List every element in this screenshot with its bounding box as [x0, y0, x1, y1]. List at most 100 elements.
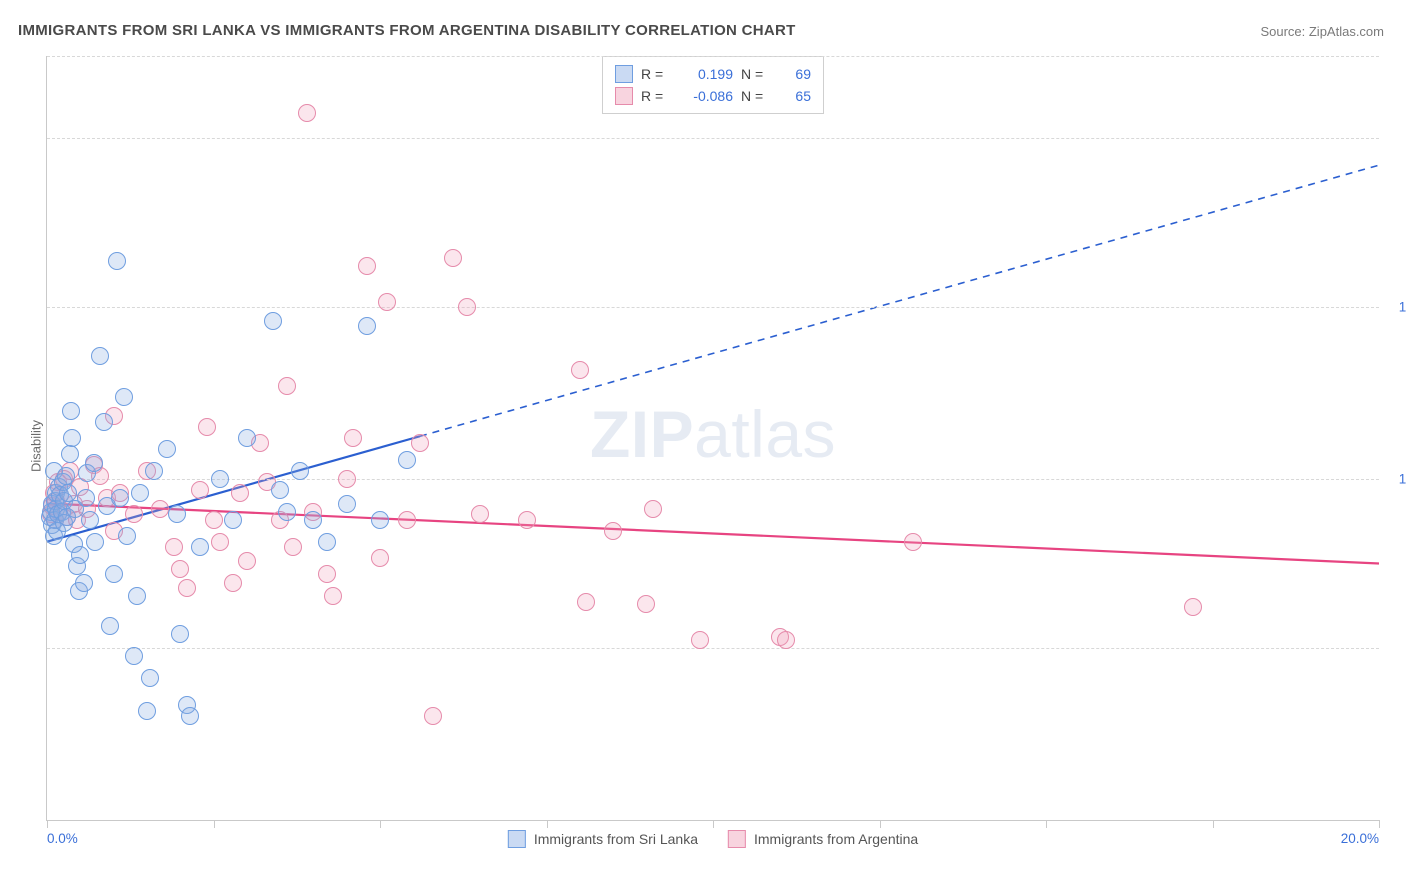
- stats-row: R = -0.086 N = 65: [615, 85, 811, 107]
- data-point: [138, 702, 156, 720]
- swatch-icon: [615, 87, 633, 105]
- data-point: [398, 451, 416, 469]
- chart-title: IMMIGRANTS FROM SRI LANKA VS IMMIGRANTS …: [18, 22, 796, 39]
- gridline: [47, 138, 1379, 139]
- data-point: [471, 505, 489, 523]
- data-point: [111, 489, 129, 507]
- data-point: [81, 511, 99, 529]
- data-point: [571, 361, 589, 379]
- data-point: [205, 511, 223, 529]
- data-point: [358, 317, 376, 335]
- data-point: [637, 595, 655, 613]
- data-point: [224, 511, 242, 529]
- gridline: [47, 648, 1379, 649]
- gridline: [47, 56, 1379, 57]
- data-point: [304, 511, 322, 529]
- data-point: [71, 546, 89, 564]
- data-point: [211, 470, 229, 488]
- stat-r-value: -0.086: [677, 88, 733, 104]
- data-point: [358, 257, 376, 275]
- x-tick: [1046, 820, 1047, 828]
- x-tick: [713, 820, 714, 828]
- data-point: [904, 533, 922, 551]
- data-point: [238, 552, 256, 570]
- legend-item: Immigrants from Argentina: [728, 830, 918, 848]
- data-point: [171, 560, 189, 578]
- stat-label: R =: [641, 66, 669, 82]
- data-point: [151, 500, 169, 518]
- data-point: [59, 484, 77, 502]
- data-point: [178, 579, 196, 597]
- data-point: [198, 418, 216, 436]
- data-point: [224, 574, 242, 592]
- data-point: [458, 298, 476, 316]
- data-point: [191, 481, 209, 499]
- data-point: [298, 104, 316, 122]
- swatch-icon: [508, 830, 526, 848]
- gridline: [47, 307, 1379, 308]
- legend-item: Immigrants from Sri Lanka: [508, 830, 698, 848]
- data-point: [85, 454, 103, 472]
- data-point: [238, 429, 256, 447]
- legend-label: Immigrants from Argentina: [754, 831, 918, 847]
- stat-n-value: 65: [777, 88, 811, 104]
- stat-r-value: 0.199: [677, 66, 733, 82]
- data-point: [128, 587, 146, 605]
- data-point: [61, 445, 79, 463]
- data-point: [318, 533, 336, 551]
- data-point: [271, 481, 289, 499]
- data-point: [1184, 598, 1202, 616]
- stat-label: N =: [741, 88, 769, 104]
- y-tick-label: 6.3%: [1385, 641, 1406, 656]
- stat-label: R =: [641, 88, 669, 104]
- data-point: [291, 462, 309, 480]
- data-point: [91, 347, 109, 365]
- x-tick-label: 20.0%: [1341, 831, 1379, 846]
- data-point: [77, 489, 95, 507]
- data-point: [518, 511, 536, 529]
- data-point: [181, 707, 199, 725]
- data-point: [145, 462, 163, 480]
- data-point: [318, 565, 336, 583]
- data-point: [86, 533, 104, 551]
- data-point: [644, 500, 662, 518]
- data-point: [371, 511, 389, 529]
- y-axis-label: Disability: [29, 420, 44, 472]
- data-point: [344, 429, 362, 447]
- data-point: [398, 511, 416, 529]
- data-point: [278, 503, 296, 521]
- data-point: [168, 505, 186, 523]
- data-point: [105, 565, 123, 583]
- data-point: [444, 249, 462, 267]
- data-point: [211, 533, 229, 551]
- data-point: [378, 293, 396, 311]
- correlation-stats-box: R = 0.199 N = 69 R = -0.086 N = 65: [602, 56, 824, 114]
- stats-row: R = 0.199 N = 69: [615, 63, 811, 85]
- x-tick: [380, 820, 381, 828]
- x-tick: [1213, 820, 1214, 828]
- data-point: [371, 549, 389, 567]
- data-point: [577, 593, 595, 611]
- x-tick: [47, 820, 48, 828]
- data-point: [108, 252, 126, 270]
- data-point: [115, 388, 133, 406]
- y-tick-label: 18.8%: [1385, 300, 1406, 315]
- data-point: [338, 470, 356, 488]
- gridline: [47, 479, 1379, 480]
- data-point: [191, 538, 209, 556]
- data-point: [158, 440, 176, 458]
- x-tick: [880, 820, 881, 828]
- legend-label: Immigrants from Sri Lanka: [534, 831, 698, 847]
- data-point: [125, 647, 143, 665]
- data-point: [264, 312, 282, 330]
- data-point: [411, 434, 429, 452]
- data-point: [131, 484, 149, 502]
- x-tick: [1379, 820, 1380, 828]
- x-tick: [214, 820, 215, 828]
- source-prefix: Source:: [1260, 24, 1308, 39]
- data-point: [231, 484, 249, 502]
- data-point: [338, 495, 356, 513]
- source-attribution: Source: ZipAtlas.com: [1260, 24, 1384, 39]
- data-point: [62, 402, 80, 420]
- x-tick-label: 0.0%: [47, 831, 78, 846]
